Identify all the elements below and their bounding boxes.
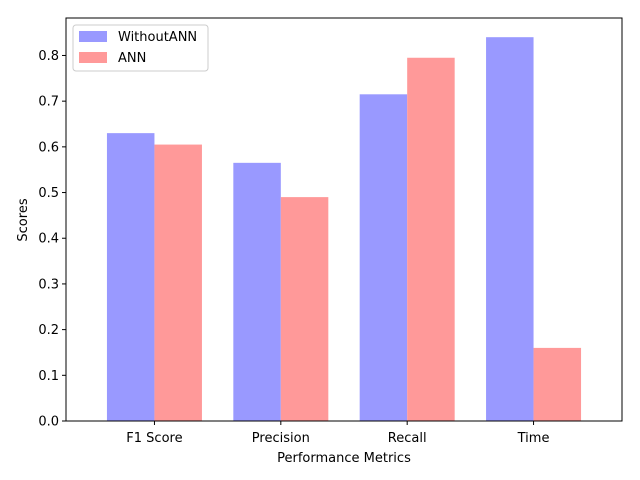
x-tick-label: Time <box>517 431 550 446</box>
bar-ann-recall <box>407 57 455 421</box>
bars-layer <box>106 37 582 422</box>
legend-swatch-withoutann <box>79 31 107 42</box>
y-tick-label: 0.0 <box>38 415 59 430</box>
x-tick-label: Recall <box>388 431 427 446</box>
bar-withoutann-recall <box>359 94 408 422</box>
y-tick-label: 0.2 <box>38 323 59 338</box>
bar-withoutann-time <box>486 37 534 421</box>
y-axis: 0.0 0.1 0.2 0.3 0.4 0.5 0.6 0.7 0.8 <box>38 49 66 430</box>
y-tick-label: 0.5 <box>38 186 59 201</box>
legend-label-ann: ANN <box>118 51 146 66</box>
bar-withoutann-precision <box>233 162 281 421</box>
bar-ann-f1-score <box>154 144 202 421</box>
y-tick-label: 0.4 <box>38 232 59 247</box>
x-axis: F1 Score Precision Recall Time <box>126 421 549 446</box>
y-tick-label: 0.6 <box>38 140 59 155</box>
x-axis-label: Performance Metrics <box>277 451 411 466</box>
y-tick-label: 0.3 <box>38 277 59 292</box>
y-axis-label: Scores <box>16 198 31 241</box>
x-tick-label: Precision <box>252 431 310 446</box>
legend-label-withoutann: WithoutANN <box>118 30 197 45</box>
plot-frame <box>65 17 623 422</box>
legend-swatch-ann <box>79 52 107 63</box>
y-tick-label: 0.8 <box>38 49 59 64</box>
bar-ann-precision <box>280 197 329 421</box>
x-tick-label: F1 Score <box>126 431 182 446</box>
y-tick-label: 0.7 <box>38 95 59 110</box>
legend: WithoutANN ANN <box>72 24 209 72</box>
y-tick-label: 0.1 <box>38 369 59 384</box>
bar-withoutann-f1-score <box>106 133 155 421</box>
bar-ann-time <box>533 347 582 421</box>
